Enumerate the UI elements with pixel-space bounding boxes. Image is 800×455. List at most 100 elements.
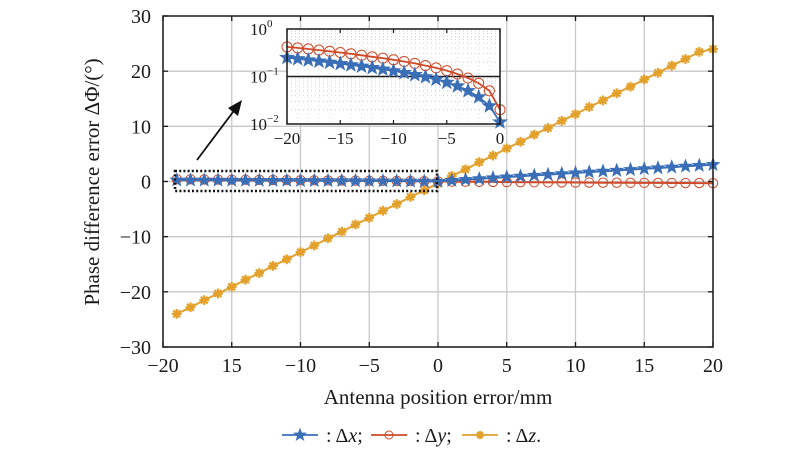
x-tick-label: 15 — [634, 355, 654, 377]
data-point — [196, 172, 212, 187]
main-y-tick-labels: 30 20 10 0 −10 −20 −30 — [120, 6, 151, 359]
inset-data-point — [396, 64, 413, 80]
data-point — [474, 157, 485, 168]
data-point — [336, 226, 347, 237]
main-ticks — [162, 15, 714, 348]
data-point — [361, 173, 377, 188]
arrow — [196, 100, 242, 161]
data-point — [306, 172, 322, 188]
data-point — [238, 172, 253, 187]
arrow-line — [196, 107, 237, 161]
inset-y-tick-exponent: −1 — [267, 66, 279, 78]
data-point — [554, 165, 570, 181]
data-point — [598, 95, 608, 106]
inset-data-point — [332, 55, 349, 71]
y-tick-label: 0 — [141, 172, 151, 194]
inset-series-line — [286, 46, 501, 111]
series-line — [176, 163, 714, 183]
data-point — [691, 157, 707, 172]
data-point — [611, 88, 622, 99]
data-point — [639, 74, 650, 85]
data-point — [694, 177, 705, 189]
data-point — [364, 213, 375, 223]
data-point — [611, 177, 622, 188]
data-point — [680, 177, 691, 189]
arrow-head-icon — [228, 100, 242, 116]
data-point — [623, 161, 638, 176]
data-point — [309, 240, 320, 251]
inset-y-tick-label: 10 — [250, 20, 267, 39]
data-point — [405, 192, 416, 202]
data-point — [226, 281, 237, 292]
inset-data-point — [353, 57, 370, 74]
data-point — [213, 288, 223, 299]
data-point — [526, 167, 542, 182]
data-point — [320, 172, 336, 188]
legend-label: : Δy; — [415, 425, 452, 447]
inset-data-point — [460, 82, 476, 98]
x-tick-label: 10 — [566, 355, 586, 377]
legend-marker-icon — [475, 430, 485, 440]
data-point — [183, 172, 198, 187]
data-point — [169, 172, 185, 187]
data-point — [460, 164, 471, 175]
inset-x-tick-label: −20 — [274, 129, 301, 148]
data-point — [295, 247, 306, 257]
y-tick-label: −20 — [120, 282, 151, 304]
data-point — [293, 172, 308, 187]
data-point — [570, 109, 581, 120]
inset-data-point — [406, 66, 423, 82]
data-point — [389, 173, 405, 188]
data-point — [540, 166, 556, 181]
y-tick-label: 30 — [131, 6, 151, 28]
main-x-tick-labels: −20 15 −10 −5 0 5 10 15 20 — [147, 355, 723, 377]
y-axis-title: Phase difference error ΔΦ/(°) — [80, 58, 104, 305]
data-point — [680, 54, 691, 64]
data-point — [391, 199, 402, 209]
inset-y-tick-exponent: −2 — [267, 113, 279, 125]
data-point — [378, 205, 388, 216]
inset-data-point — [438, 74, 455, 90]
x-tick-label: −20 — [147, 355, 178, 377]
y-tick-label: 20 — [131, 61, 151, 83]
data-point — [334, 172, 350, 188]
data-point — [653, 67, 663, 78]
data-point — [430, 173, 446, 188]
inset-data-point — [364, 59, 381, 75]
legend-label: : Δz. — [506, 425, 541, 447]
data-point — [595, 163, 611, 178]
inset-data-point — [473, 77, 485, 89]
inset-data-point — [417, 68, 434, 84]
inset-x-tick-label: −10 — [380, 129, 407, 148]
data-point — [350, 219, 361, 230]
data-point — [499, 169, 515, 184]
inset-x-tick-labels: −20 −15 −10 −5 0 — [274, 129, 505, 148]
data-point — [171, 309, 182, 319]
x-tick-label: 20 — [703, 355, 723, 377]
data-point — [652, 177, 664, 189]
inset-data-point — [481, 97, 498, 113]
data-point — [375, 173, 391, 188]
inset-data-point — [311, 52, 327, 68]
inset-data-point — [374, 60, 391, 77]
data-point — [281, 254, 292, 265]
inset-data-point — [449, 77, 466, 93]
data-point — [609, 162, 625, 177]
data-point — [568, 165, 583, 180]
data-point — [403, 173, 418, 188]
series-line — [176, 48, 714, 315]
inset-x-tick-label: 0 — [496, 129, 505, 148]
data-point — [666, 60, 677, 71]
data-point — [678, 158, 693, 173]
legend-item-Δz: : Δz. — [462, 425, 541, 447]
data-point — [254, 268, 265, 278]
zoom-region-box — [173, 169, 439, 193]
inset-data-point — [289, 50, 306, 66]
data-point — [471, 170, 487, 186]
data-point — [210, 172, 226, 187]
inset-y-tick-label: 10 — [250, 115, 267, 134]
x-tick-label: 5 — [502, 355, 512, 377]
